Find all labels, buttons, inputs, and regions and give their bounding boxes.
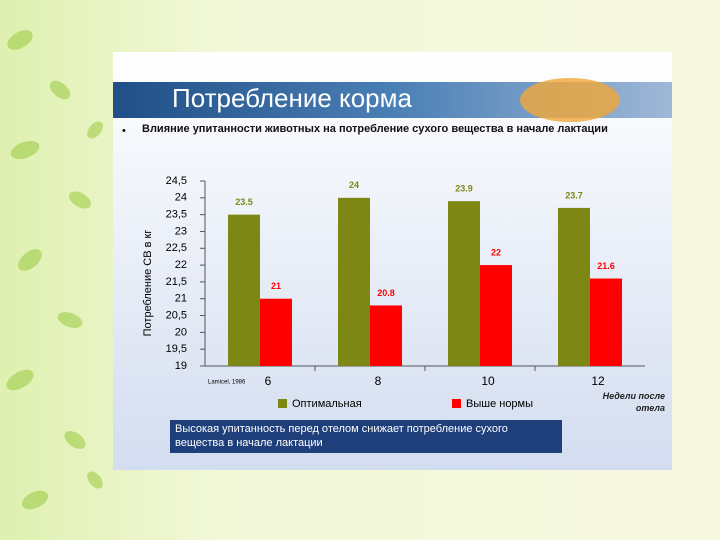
data-label: 23.9 xyxy=(455,184,473,194)
legend-swatch xyxy=(452,399,461,408)
y-tick-label: 24 xyxy=(175,192,187,204)
y-tick-label: 21,5 xyxy=(166,276,187,288)
source: Lamicel, 1986 xyxy=(208,380,246,386)
x-axis-label: Недели после отела xyxy=(602,391,665,413)
bar xyxy=(370,305,402,366)
bar xyxy=(448,201,480,366)
y-axis-label: Потребление СВ в кг xyxy=(142,230,154,337)
x-tick-label: 10 xyxy=(481,374,495,388)
bar xyxy=(590,278,622,366)
x-tick-label: 12 xyxy=(591,374,605,388)
note: Высокая упитанность перед отелом снижает… xyxy=(175,423,508,449)
bar xyxy=(260,298,292,366)
leaves xyxy=(6,30,103,510)
y-tick-label: 21 xyxy=(175,293,187,305)
bar xyxy=(480,265,512,366)
y-tick-label: 23 xyxy=(175,225,187,237)
x-label-box: Недели после отела xyxy=(602,391,665,413)
note-wrap: Высокая упитанность перед отелом снижает… xyxy=(175,423,508,449)
bar xyxy=(228,214,260,366)
slide-title: Потребление корма xyxy=(172,83,412,113)
data-label: 21.6 xyxy=(597,261,615,271)
data-label: 22 xyxy=(491,247,501,257)
subtitle: Влияние упитанности животных на потребле… xyxy=(142,123,608,135)
legend-swatch xyxy=(278,399,287,408)
y-tick-label: 24,5 xyxy=(166,175,187,187)
note-box xyxy=(170,420,562,453)
y-tick-label: 20,5 xyxy=(166,309,187,321)
y-tick-label: 20 xyxy=(175,326,187,338)
data-label: 23.7 xyxy=(565,190,583,200)
data-label: 24 xyxy=(349,180,359,190)
data-label: 23.5 xyxy=(235,197,253,207)
x-tick-label: 8 xyxy=(375,374,382,388)
y-tick-label: 22,5 xyxy=(166,242,187,254)
y-tick-label: 23,5 xyxy=(166,209,187,221)
bullet: • xyxy=(122,125,126,137)
legend-label: Выше нормы xyxy=(466,398,533,410)
data-label: 21 xyxy=(271,281,281,291)
y-tick-label: 19 xyxy=(175,360,187,372)
bar xyxy=(558,207,590,366)
x-tick-label: 6 xyxy=(265,374,272,388)
y-tick-label: 19,5 xyxy=(166,343,187,355)
subtitle-box: Влияние упитанности животных на потребле… xyxy=(142,123,608,135)
y-tick-label: 22 xyxy=(175,259,187,271)
data-label: 20.8 xyxy=(377,288,395,298)
legend-label: Оптимальная xyxy=(292,398,362,410)
bar xyxy=(338,197,370,366)
map-decoration xyxy=(520,78,620,122)
